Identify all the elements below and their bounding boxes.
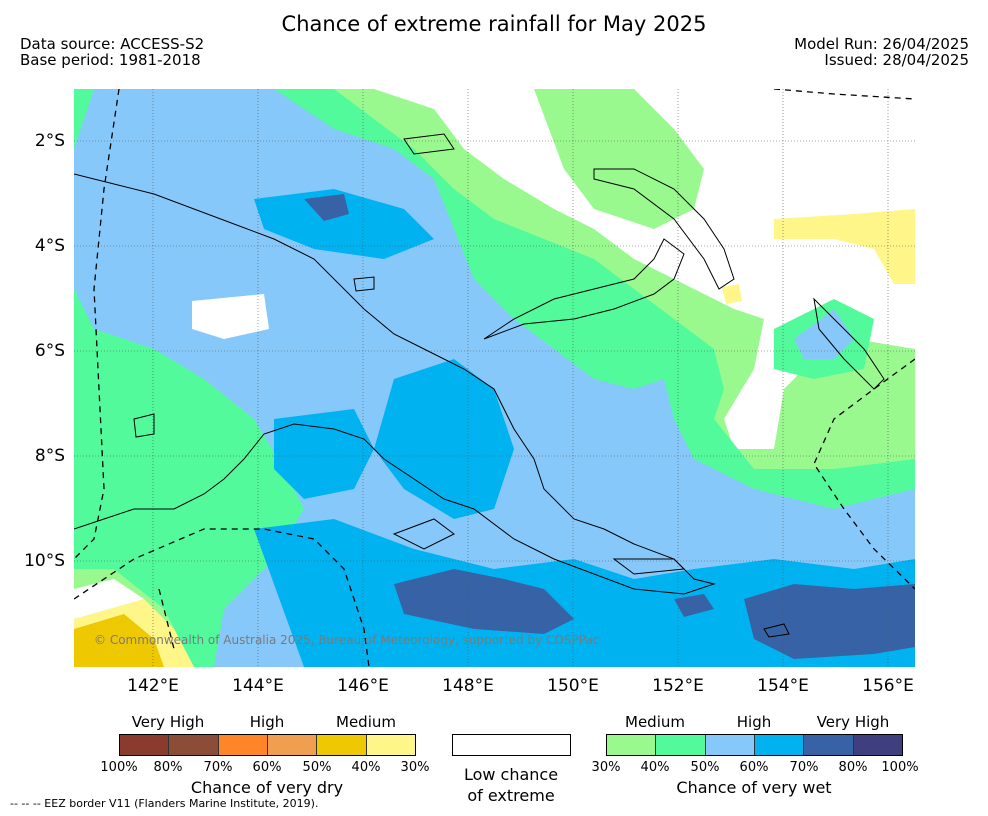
wet-caption: Chance of very wet <box>676 778 831 797</box>
y-tick-10s: 10°S <box>24 551 65 571</box>
wet-pct-60: 60% <box>740 760 769 775</box>
wet-level-high: High <box>737 713 771 731</box>
low-chance-caption: Low chance of extreme <box>464 764 558 806</box>
wet-colorbar <box>606 734 903 756</box>
dry-swatch-6 <box>367 735 415 755</box>
wet-pct-30: 30% <box>592 760 621 775</box>
base-period: Base period: 1981-2018 <box>20 52 204 68</box>
low-chance-line1: Low chance <box>464 764 558 785</box>
wet-swatch-2 <box>656 735 705 755</box>
dry-pct-100: 100% <box>100 760 137 775</box>
dry-swatch-4 <box>268 735 317 755</box>
dry-level-medium: Medium <box>336 713 396 731</box>
meta-left: Data source: ACCESS-S2 Base period: 1981… <box>20 36 204 68</box>
model-run: Model Run: 26/04/2025 <box>794 36 969 52</box>
wet-pct-80: 80% <box>839 760 868 775</box>
wet-pct-40: 40% <box>641 760 670 775</box>
x-tick-146e: 146°E <box>337 676 389 696</box>
dry-swatch-5 <box>317 735 366 755</box>
wet-swatch-4 <box>755 735 804 755</box>
wet-pct-50: 50% <box>691 760 720 775</box>
low-chance-swatch <box>452 734 571 756</box>
x-tick-152e: 152°E <box>652 676 704 696</box>
x-tick-142e: 142°E <box>127 676 179 696</box>
copyright-notice: © Commonwealth of Australia 2025, Bureau… <box>94 633 599 647</box>
dry-pct-50: 50% <box>303 760 332 775</box>
dry-caption: Chance of very dry <box>191 778 343 797</box>
x-tick-144e: 144°E <box>232 676 284 696</box>
eez-note: -- -- -- EEZ border V11 (Flanders Marine… <box>10 797 318 810</box>
rainfall-map <box>74 89 915 667</box>
low-chance-line2: of extreme <box>464 785 558 806</box>
dry-level-high: High <box>250 713 284 731</box>
issued-date: Issued: 28/04/2025 <box>794 52 969 68</box>
y-tick-6s: 6°S <box>35 341 65 361</box>
wet-pct-100: 100% <box>881 760 918 775</box>
wet-swatch-3 <box>706 735 755 755</box>
wet-level-medium: Medium <box>625 713 685 731</box>
y-tick-8s: 8°S <box>35 446 65 466</box>
dry-pct-60: 60% <box>253 760 282 775</box>
dry-pct-80: 80% <box>154 760 183 775</box>
dry-swatch-3 <box>219 735 268 755</box>
wet-pct-70: 70% <box>790 760 819 775</box>
wet-swatch-1 <box>607 735 656 755</box>
y-tick-4s: 4°S <box>35 236 65 256</box>
wet-swatch-6 <box>854 735 902 755</box>
dry-colorbar <box>119 734 416 756</box>
dry-pct-40: 40% <box>352 760 381 775</box>
dry-level-very-high: Very High <box>132 713 205 731</box>
page-title: Chance of extreme rainfall for May 2025 <box>0 12 988 36</box>
x-tick-154e: 154°E <box>757 676 809 696</box>
y-tick-2s: 2°S <box>35 131 65 151</box>
map-svg <box>74 89 915 667</box>
x-tick-150e: 150°E <box>547 676 599 696</box>
dry-pct-30: 30% <box>401 760 430 775</box>
x-tick-156e: 156°E <box>862 676 914 696</box>
dry-swatch-1 <box>120 735 169 755</box>
meta-right: Model Run: 26/04/2025 Issued: 28/04/2025 <box>794 36 969 68</box>
x-tick-148e: 148°E <box>442 676 494 696</box>
data-source: Data source: ACCESS-S2 <box>20 36 204 52</box>
dry-swatch-2 <box>169 735 218 755</box>
dry-pct-70: 70% <box>204 760 233 775</box>
wet-swatch-5 <box>804 735 853 755</box>
wet-level-very-high: Very High <box>817 713 890 731</box>
